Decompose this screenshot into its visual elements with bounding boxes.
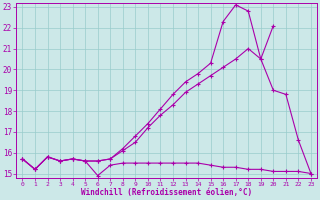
- X-axis label: Windchill (Refroidissement éolien,°C): Windchill (Refroidissement éolien,°C): [81, 188, 252, 197]
